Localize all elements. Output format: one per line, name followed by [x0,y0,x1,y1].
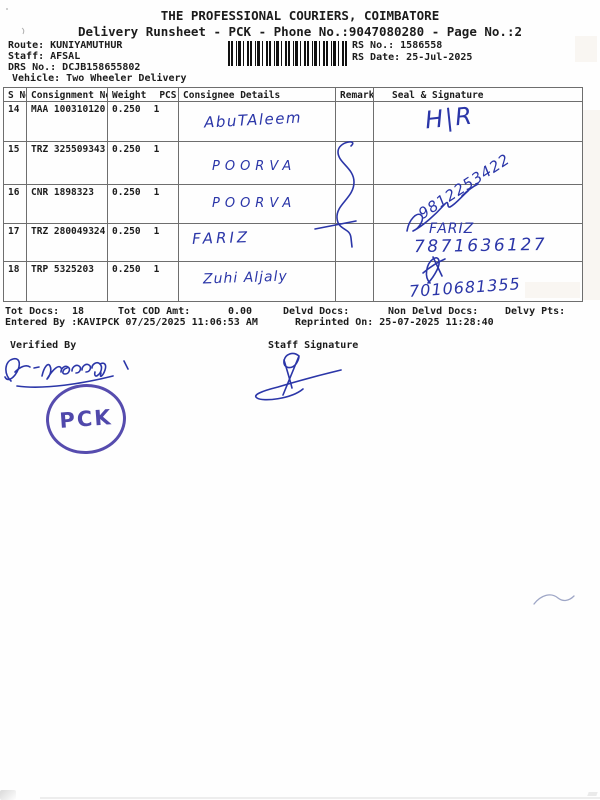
runsheet-table: S No Consignment No Weight PCS Consignee … [3,87,583,302]
cell-s-no: 17 [3,223,27,262]
cell-seal [373,101,583,142]
stray-pen-mark [533,594,575,605]
cell-weight: 0.250 [112,187,141,198]
scan-smudge-bottom-right [587,792,598,796]
tot-cod-label: Tot COD Amt: [118,306,191,317]
scan-tint-right [583,110,600,300]
tot-docs-label: Tot Docs: [5,306,60,317]
tot-cod-value: 0.00 [228,306,253,317]
cell-seal [373,184,583,224]
barcode-icon [228,41,348,66]
vehicle-label: Vehicle: [12,73,61,84]
cell-weight-pcs: 0.250 1 [107,141,179,185]
table-row: 18 TRP 5325203 0.250 1 [3,261,583,302]
route-label: Route: [8,40,45,51]
cell-seal [373,223,583,262]
rs-no-value: 1586558 [400,40,443,51]
cell-s-no: 14 [3,101,27,142]
table-row: 16 CNR 1898323 0.250 1 [3,184,583,224]
cell-seal [373,261,583,302]
drs-value: DCJB158655802 [62,62,141,73]
scan-edge-bottom [40,797,600,799]
cell-weight: 0.250 [112,144,141,155]
rs-no-label: RS No.: [352,40,395,51]
cell-consignment: TRZ 280049324 [26,223,108,262]
reprinted-on-line: Reprinted On: 25-07-2025 11:28:40 [295,317,494,328]
scan-smudge-bottom-left [0,790,16,800]
rs-no-line: RS No.: 1586558 [352,40,442,51]
doc-title: THE PROFESSIONAL COURIERS, COIMBATORE [160,8,440,23]
col-seal: Seal & Signature [373,87,583,102]
cell-remarks [335,141,374,185]
delvd-docs-label: Delvd Docs: [283,306,350,317]
cell-weight: 0.250 [112,104,141,115]
vehicle-value: Two Wheeler Delivery [66,73,187,84]
col-weight: Weight [112,90,147,101]
table-row: 17 TRZ 280049324 0.250 1 [3,223,583,262]
cell-weight-pcs: 0.250 1 [107,101,179,142]
cell-consignee [178,261,336,302]
rs-date-value: 25-Jul-2025 [406,52,473,63]
doc-subtitle: Delivery Runsheet - PCK - Phone No.:9047… [77,24,522,39]
route-value: KUNIYAMUTHUR [50,40,123,51]
vehicle-line: Vehicle: Two Wheeler Delivery [12,73,187,84]
cell-consignment: MAA 100310120 [26,101,108,142]
cell-pcs: 1 [153,187,160,198]
cell-consignment: TRP 5325203 [26,261,108,302]
cell-consignee [178,101,336,142]
rs-date-line: RS Date: 25-Jul-2025 [352,52,472,63]
staff-signature [255,352,342,401]
staff-label: Staff: [8,51,45,62]
cell-weight-pcs: 0.250 1 [107,223,179,262]
cell-pcs: 1 [153,264,160,275]
tot-docs-value: 18 [72,306,85,317]
cell-consignee [178,223,336,262]
pck-stamp: PCK [43,381,129,457]
cell-s-no: 18 [3,261,27,302]
non-delvd-docs-label: Non Delvd Docs: [388,306,479,317]
col-remarks: Remarks [335,87,374,102]
cell-weight-pcs: 0.250 1 [107,261,179,302]
staff-signature-label: Staff Signature [268,340,359,351]
cell-weight: 0.250 [112,264,141,275]
scan-tint-top-right [575,36,597,62]
cell-remarks [335,184,374,224]
drs-label: DRS No.: [8,62,57,73]
table-row: 14 MAA 100310120 0.250 1 [3,101,583,142]
cell-remarks [335,223,374,262]
cell-consignment: CNR 1898323 [26,184,108,224]
pck-stamp-label: PCK [58,405,114,433]
cell-s-no: 16 [3,184,27,224]
cell-remarks [335,261,374,302]
cell-consignee [178,141,336,185]
cell-pcs: 1 [153,104,160,115]
staff-line: Staff: AFSAL [8,51,80,62]
col-consignment: Consignment No [26,87,108,102]
cell-seal [373,141,583,185]
cell-weight: 0.250 [112,226,141,237]
cell-remarks [335,101,374,142]
cell-consignment: TRZ 325509343 [26,141,108,185]
verified-signature [4,357,129,388]
col-weight-pcs: Weight PCS [107,87,179,102]
col-consignee: Consignee Details [178,87,336,102]
delvy-pts-label: Delvy Pts: [505,306,566,317]
cell-pcs: 1 [153,226,160,237]
cell-consignee [178,184,336,224]
staff-value: AFSAL [50,51,81,62]
entered-by-line: Entered By :KAVIPCK 07/25/2025 11:06:53 … [5,317,258,328]
verified-by-label: Verified By [10,340,77,351]
col-s-no: S No [3,87,27,102]
cell-pcs: 1 [153,144,160,155]
route-line: Route: KUNIYAMUTHUR [8,40,122,51]
table-row: 15 TRZ 325509343 0.250 1 [3,141,583,185]
cell-s-no: 15 [3,141,27,185]
drs-line: DRS No.: DCJB158655802 [8,62,140,73]
table-header-row: S No Consignment No Weight PCS Consignee … [3,87,583,102]
rs-date-label: RS Date: [352,52,401,63]
col-pcs: PCS [159,90,177,101]
cell-weight-pcs: 0.250 1 [107,184,179,224]
